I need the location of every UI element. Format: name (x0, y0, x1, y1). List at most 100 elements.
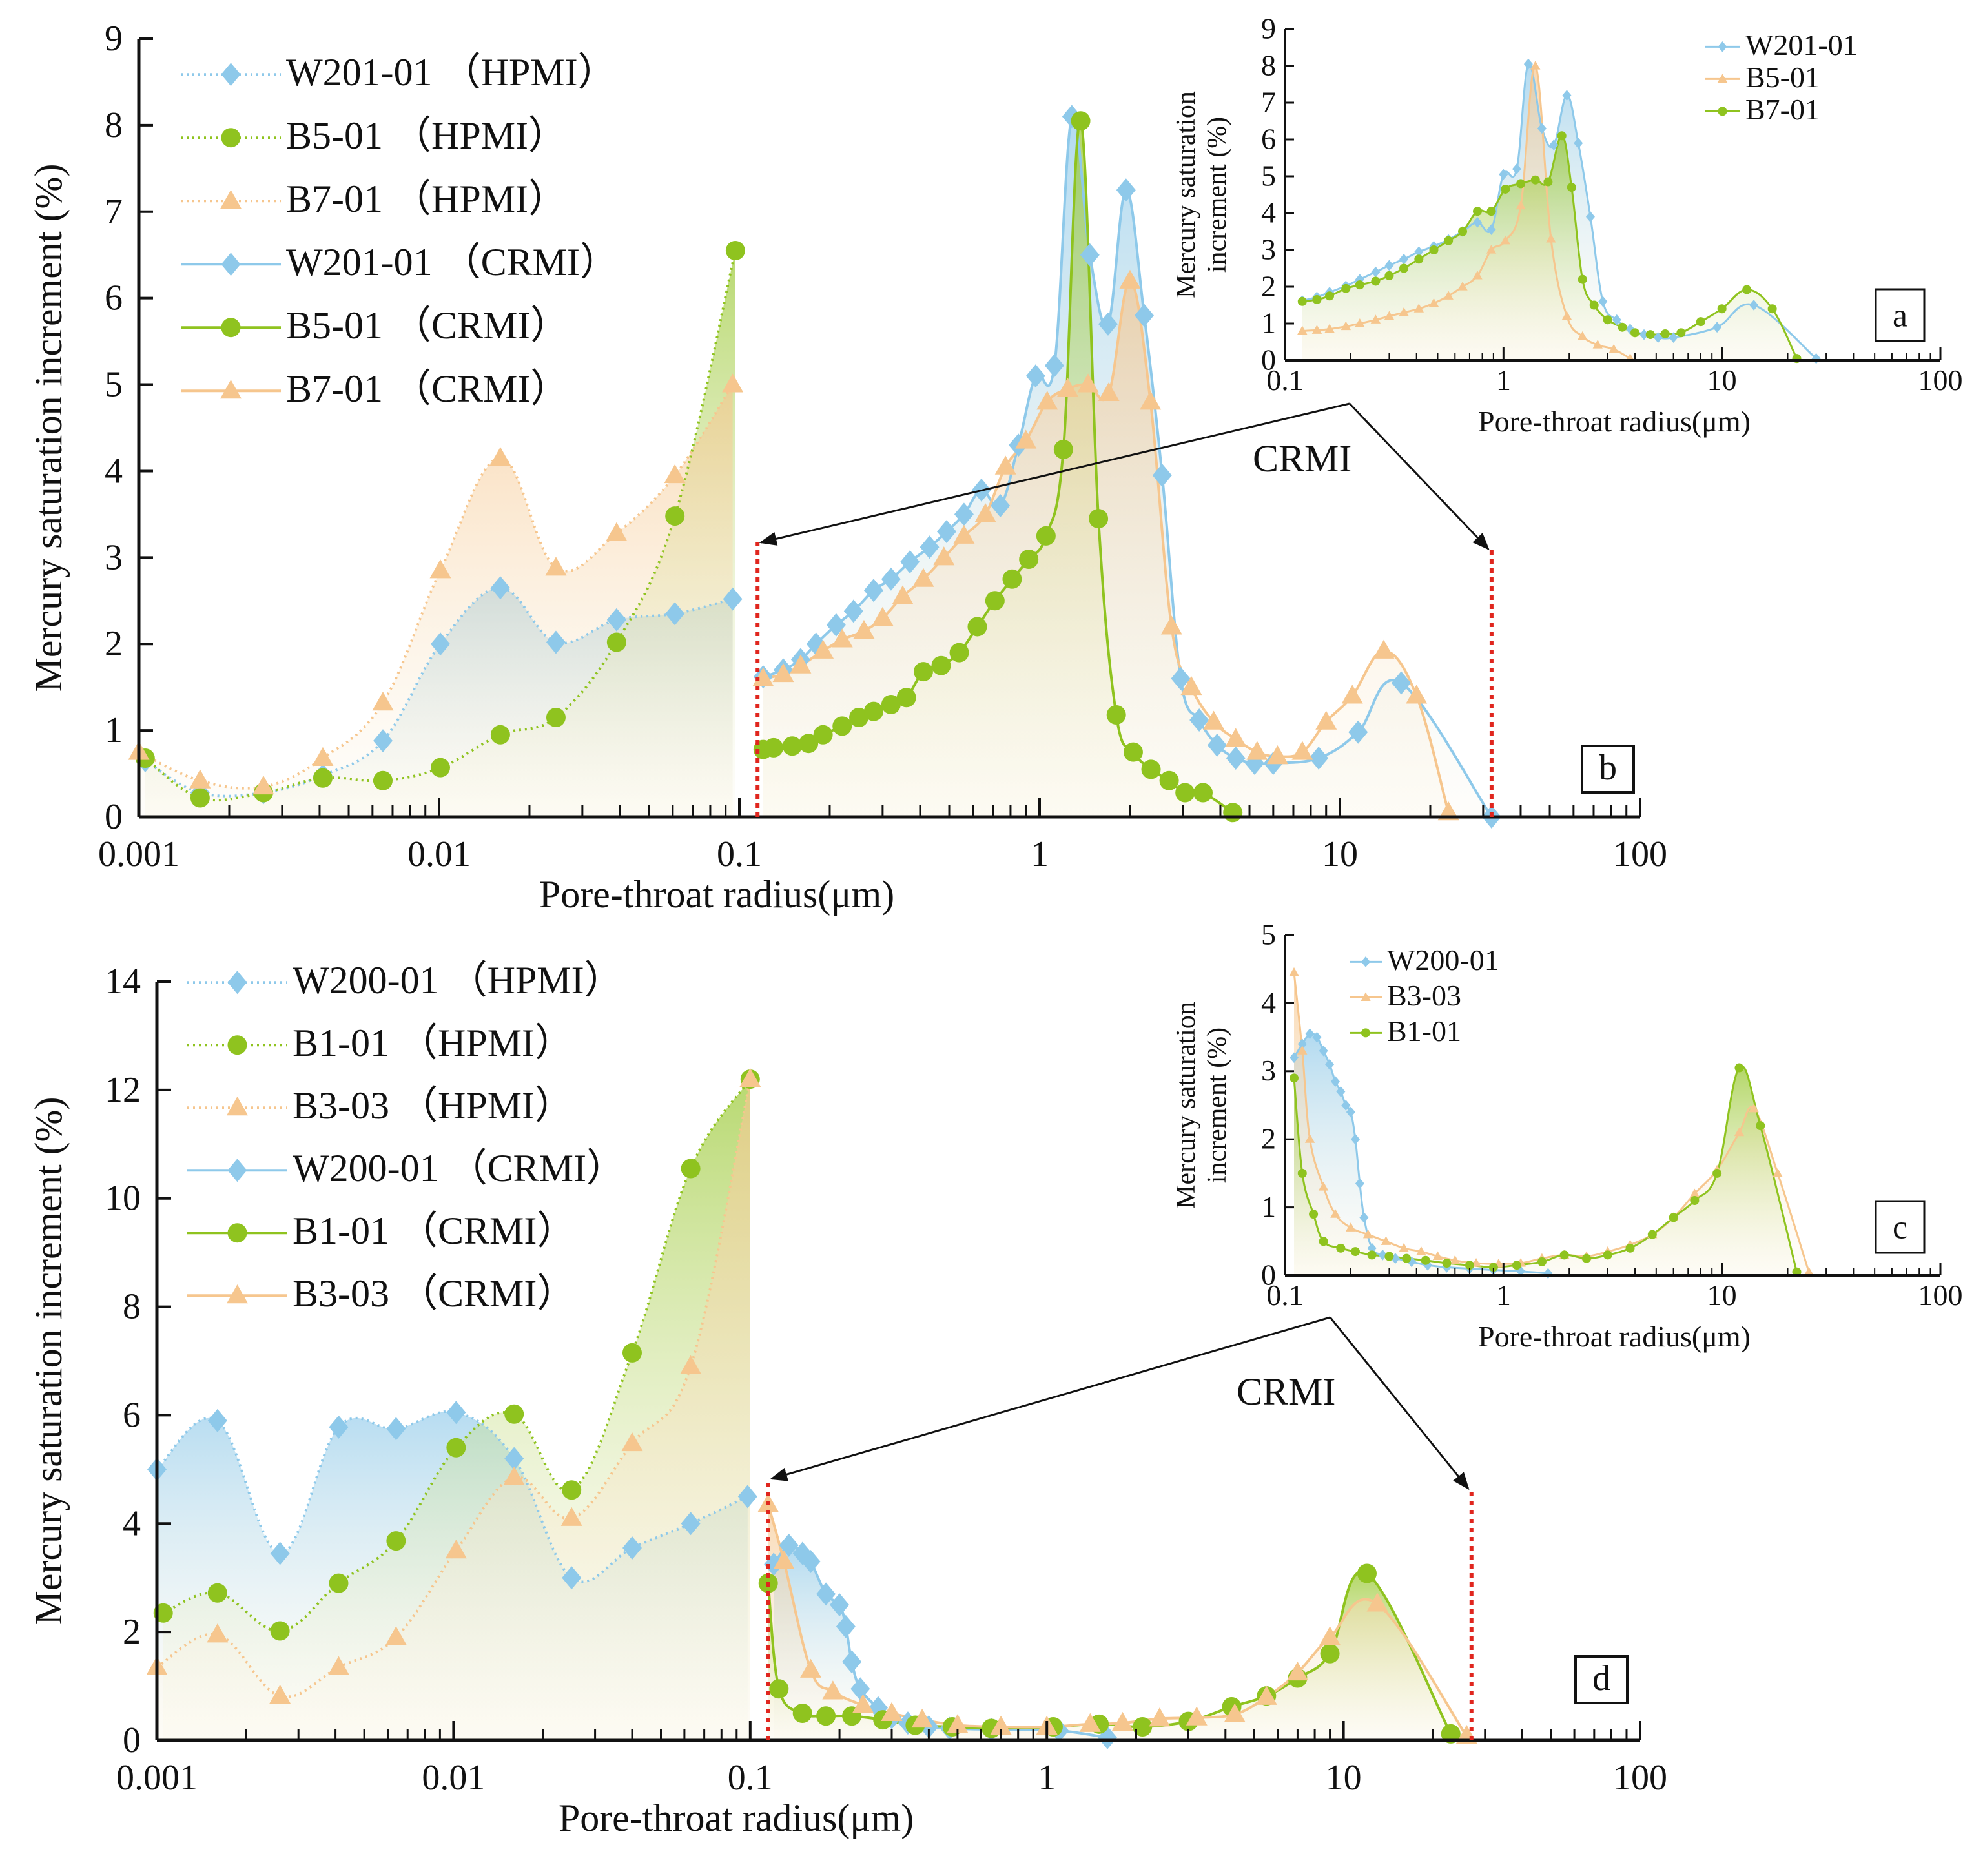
y-tick-label: 7 (1261, 85, 1276, 118)
point-w201-01-hpmi-9 (665, 602, 685, 626)
point-b3-03-3 (1318, 1181, 1329, 1191)
point-b3-03-9 (1416, 1246, 1426, 1255)
area-b7-01-crmi (763, 280, 1449, 817)
point-b7-01-crmi-24 (1246, 741, 1268, 760)
legend-marker (1718, 41, 1727, 52)
point-w201-01-crmi-22 (1152, 464, 1172, 488)
x-tick-label: 0.1 (728, 1758, 773, 1798)
point-b7-01-4 (1355, 280, 1364, 290)
panel-a-crmi-inset-chart: 0 1 2 34 5 6 7 89 0.1 1 10 100 Pore-throat radius(μm… (1171, 12, 1963, 438)
point-b3-03-26 (1773, 1168, 1783, 1177)
point-w200-01-22 (1543, 1268, 1553, 1279)
point-b7-01-crmi-18 (1119, 269, 1141, 289)
crmi-arrow-left (770, 1316, 1331, 1481)
point-b3-03-hpmi-7 (560, 1507, 582, 1526)
point-b5-01-5 (1370, 314, 1381, 324)
point-b3-03-25 (1749, 1103, 1759, 1113)
point-b1-01-24 (1756, 1121, 1765, 1131)
point-b5-01-crmi-4 (813, 725, 833, 745)
point-w201-01-crmi-30 (1348, 720, 1368, 744)
point-b5-01-8 (1413, 304, 1424, 313)
y-tick-label: 3 (1261, 1054, 1276, 1087)
point-b7-01-16 (1530, 175, 1540, 185)
point-b5-01-20 (1592, 340, 1603, 349)
point-b7-01-crmi-0 (752, 667, 774, 686)
point-w200-01-3 (1312, 1031, 1322, 1043)
point-b7-01-hpmi-8 (606, 522, 628, 541)
point-w200-01-1 (1297, 1038, 1307, 1050)
point-w201-01-18 (1549, 139, 1559, 150)
point-b3-03-hpmi-8 (621, 1432, 643, 1452)
point-b1-01-1 (1297, 1168, 1307, 1178)
point-w200-01-crmi-5 (830, 1593, 850, 1617)
point-b5-01-crmi-15 (1002, 569, 1022, 589)
point-b3-03-hpmi-10 (739, 1067, 761, 1087)
x-tick-label: 10 (1326, 1758, 1362, 1798)
panel-label: c (1893, 1210, 1907, 1246)
point-w201-01-crmi-16 (1044, 354, 1064, 378)
point-b7-01-crmi-30 (1406, 685, 1428, 704)
point-b5-01-13 (1486, 244, 1497, 254)
point-b7-01-hpmi-4 (372, 692, 394, 711)
legend-entry-b3-03-hpmi: B3-03 （HPMI） (293, 1084, 573, 1127)
point-b7-01-crmi-8 (912, 568, 934, 587)
point-w201-01-hpmi-4 (373, 729, 393, 753)
point-b3-03-hpmi-4 (385, 1626, 407, 1645)
legend-entry-w201-01-hpmi: W201-01 （HPMI） (286, 51, 617, 94)
point-b7-01-32 (1792, 354, 1802, 364)
point-b5-01-crmi-27 (1223, 803, 1243, 823)
point-b1-01-13 (1512, 1261, 1521, 1270)
x-tick-label: 0.1 (1266, 364, 1304, 397)
point-b7-01-hpmi-2 (252, 775, 274, 795)
y-tick-label: 0 (1261, 343, 1276, 376)
point-b7-01-crmi-20 (1160, 615, 1182, 635)
point-b3-03-hpmi-5 (445, 1540, 467, 1559)
point-b5-01-crmi-9 (896, 688, 916, 708)
legend-marker (227, 1035, 247, 1055)
point-b3-03-0 (1289, 967, 1299, 976)
point-w200-01-hpmi-10 (737, 1485, 757, 1509)
point-b7-01-hpmi-3 (312, 747, 334, 766)
point-b7-01-crmi-10 (953, 524, 975, 544)
panel-label: b (1599, 748, 1617, 788)
point-b7-01-hpmi-1 (189, 769, 211, 789)
point-b5-01-crmi-26 (1193, 783, 1213, 803)
point-w201-01-crmi-31 (1391, 671, 1411, 695)
legend-entry-b5-01-crmi: B5-01 （CRMI） (286, 304, 569, 347)
point-w200-01-hpmi-5 (446, 1401, 466, 1425)
x-tick-label: 1 (1031, 834, 1049, 874)
point-b5-01-crmi-16 (1019, 550, 1039, 570)
y-tick-label: 1 (105, 710, 123, 750)
point-w201-01-13 (1486, 224, 1496, 236)
point-b7-01-crmi-9 (933, 546, 955, 566)
point-b5-01-hpmi-5 (431, 758, 451, 778)
point-b3-03-crmi-3 (822, 1680, 844, 1700)
point-b1-01-20 (1669, 1213, 1678, 1222)
point-b5-01-crmi-23 (1141, 759, 1161, 779)
y-tick-label: 2 (1261, 269, 1276, 302)
panel-c-crmi-inset-chart: 0 1 2 3 4 5 0.1 1 10 100 Pore-throat radius(μm) Mer… (1171, 918, 1963, 1353)
point-w200-01-hpmi-7 (562, 1566, 582, 1590)
point-b5-01-hpmi-4 (373, 770, 393, 790)
point-b5-01-crmi-20 (1089, 509, 1109, 529)
y-tick-label: 8 (105, 105, 123, 145)
axes: 0 1 2 3 4 5 0.1 1 10 100 Pore-throat radius(μm) Mer… (1171, 918, 1963, 1353)
area-fills (1302, 63, 1816, 360)
point-b5-01-10 (1443, 291, 1454, 300)
point-w200-01-11 (1355, 1178, 1364, 1190)
point-w200-01-13 (1367, 1242, 1377, 1254)
point-w201-01-crmi-8 (900, 550, 920, 574)
crmi-arrow-right (1348, 402, 1490, 550)
y-tick-label: 0 (123, 1720, 141, 1760)
point-b3-03-10 (1432, 1251, 1443, 1261)
point-b7-01-hpmi-7 (545, 557, 567, 576)
point-b5-01-crmi-8 (881, 694, 901, 714)
point-b7-01-20 (1578, 274, 1587, 284)
legend-marker (221, 63, 241, 87)
point-b3-03-2 (1304, 1134, 1315, 1143)
legend-marker (220, 189, 242, 209)
legend-marker (220, 379, 242, 399)
